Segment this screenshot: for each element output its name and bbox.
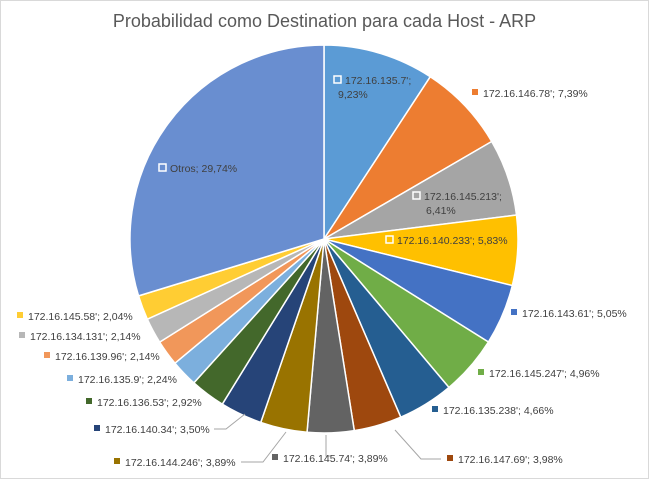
label-marker bbox=[478, 369, 484, 375]
label-marker bbox=[511, 309, 517, 315]
label-marker bbox=[447, 455, 453, 461]
label-marker bbox=[272, 454, 278, 460]
label-marker bbox=[94, 425, 100, 431]
label-marker bbox=[472, 89, 478, 95]
label-marker bbox=[114, 458, 120, 464]
data-label: 172.16.140.34'; 3,50% bbox=[105, 424, 210, 436]
data-label: 172.16.145.58'; 2,04% bbox=[28, 311, 133, 323]
label-marker bbox=[333, 75, 342, 84]
data-label: 172.16.139.96'; 2,14% bbox=[55, 351, 160, 363]
leader-line bbox=[394, 429, 441, 460]
label-marker bbox=[385, 235, 394, 244]
chart-title: Probabilidad como Destination para cada … bbox=[112, 11, 537, 31]
data-label: 172.16.140.233'; 5,83% bbox=[397, 235, 508, 247]
data-label: 172.16.135.9'; 2,24% bbox=[78, 374, 177, 386]
data-label: 172.16.134.131'; 2,14% bbox=[30, 331, 141, 343]
leader-line bbox=[241, 431, 287, 463]
label-marker bbox=[44, 352, 50, 358]
label-marker bbox=[158, 163, 167, 172]
label-marker bbox=[19, 332, 25, 338]
leader-line bbox=[325, 435, 331, 457]
leader-line bbox=[214, 413, 246, 430]
label-marker bbox=[432, 406, 438, 412]
data-label: 172.16.145.247'; 4,96% bbox=[489, 368, 600, 380]
pie-slice bbox=[323, 44, 432, 242]
data-label: 172.16.147.69'; 3,98% bbox=[458, 454, 563, 466]
data-label: 172.16.135.238'; 4,66% bbox=[443, 405, 554, 417]
data-label: 172.16.136.53'; 2,92% bbox=[97, 397, 202, 409]
pie-slice bbox=[129, 44, 325, 297]
label-marker bbox=[17, 312, 23, 318]
label-marker bbox=[412, 191, 421, 200]
data-label: 172.16.143.61'; 5,05% bbox=[522, 308, 627, 320]
label-marker bbox=[67, 375, 73, 381]
data-label: 172.16.145.213'; 6,41% bbox=[424, 191, 502, 217]
data-label: Otros; 29,74% bbox=[170, 163, 237, 175]
data-label: 172.16.146.78'; 7,39% bbox=[483, 88, 588, 100]
label-marker bbox=[86, 398, 92, 404]
data-label: 172.16.144.246'; 3,89% bbox=[125, 457, 236, 469]
data-label: 172.16.145.74'; 3,89% bbox=[283, 453, 388, 465]
data-label: 172.16.135.7'; 9,23% bbox=[338, 75, 411, 101]
